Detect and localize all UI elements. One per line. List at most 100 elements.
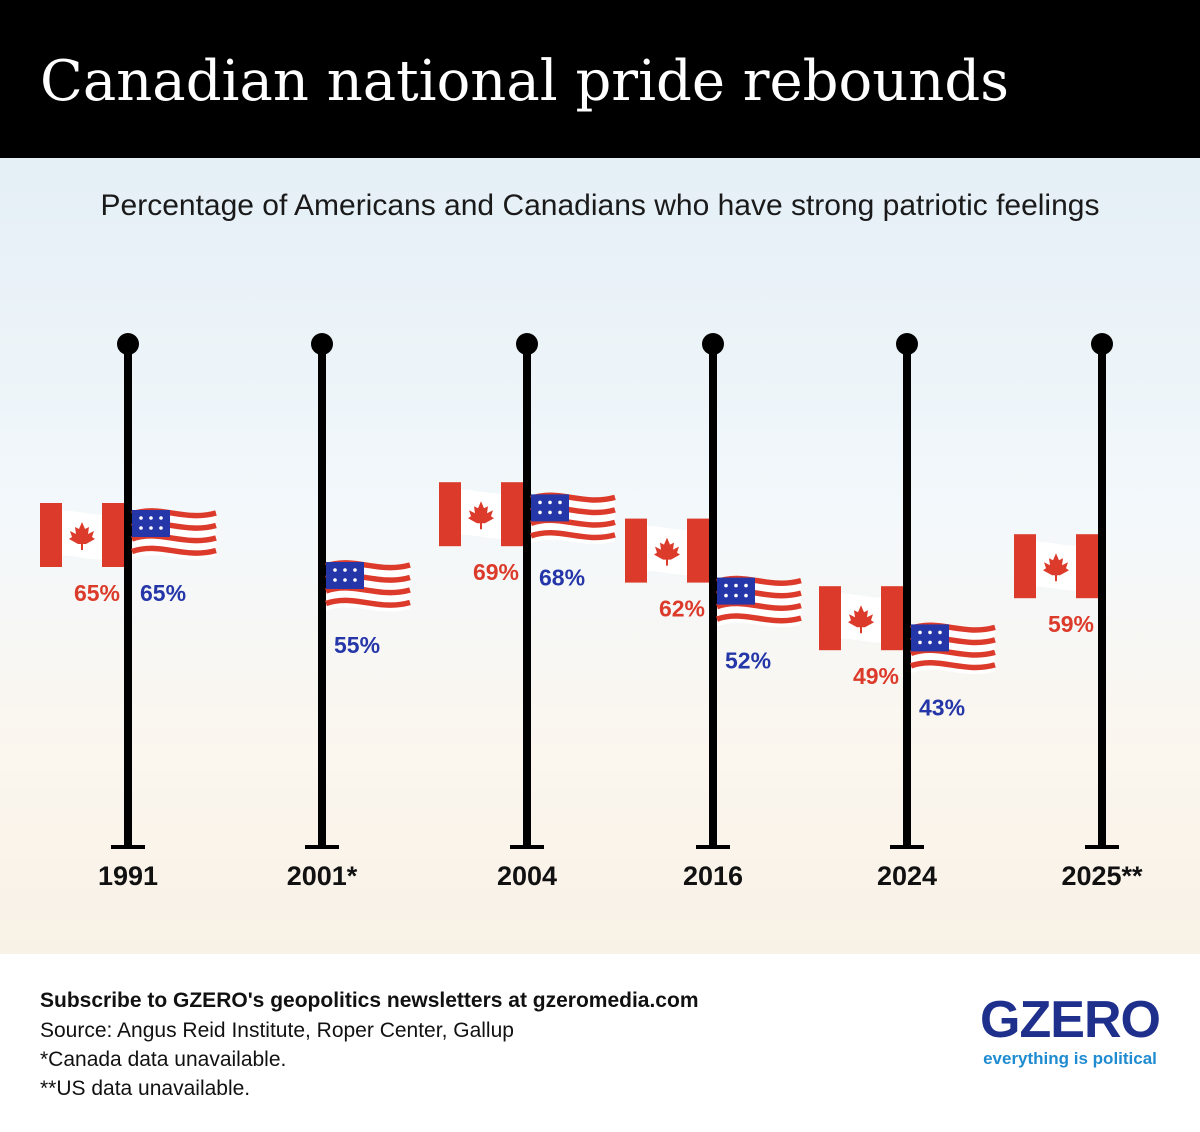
pole-shaft: [523, 345, 531, 845]
canada-flag-left-band: [1014, 534, 1036, 599]
us-flag-star: [333, 568, 337, 572]
pole-finial-icon: [516, 333, 538, 355]
us-footnote: **US data unavailable.: [40, 1077, 251, 1100]
canada-flag-icon: [819, 586, 903, 651]
us-flag-stripe: [716, 613, 802, 624]
logo-wordmark: GZERO: [980, 991, 1161, 1049]
canada-value-label: 69%: [473, 559, 519, 585]
pole-finial-icon: [896, 333, 918, 355]
maple-leaf-icon: [1043, 553, 1069, 582]
us-flag-star: [139, 526, 143, 530]
year-label: 2024: [877, 861, 937, 891]
canada-flag-left-band: [40, 503, 62, 567]
us-flag-star: [918, 640, 922, 645]
us-flag-star: [353, 578, 357, 582]
pole-finial-icon: [1091, 333, 1113, 355]
canada-flag-icon: [439, 482, 523, 547]
year-label: 2004: [497, 861, 557, 891]
us-flag-canton: [911, 624, 949, 652]
canada-flag-icon: [1014, 534, 1098, 599]
pole-shaft: [709, 345, 717, 845]
us-flag-star: [558, 510, 562, 515]
us-flag-star: [734, 593, 738, 598]
flagpole: 1991: [98, 333, 158, 891]
maple-leaf-icon: [654, 537, 680, 566]
us-flag-star: [558, 500, 562, 505]
canada-value-label: 59%: [1048, 611, 1094, 637]
us-flag-star: [149, 516, 153, 520]
flagpole: 2001*: [287, 333, 358, 891]
pole-base: [890, 845, 924, 849]
us-value-label: 68%: [539, 564, 585, 590]
canada-flag-right-band: [501, 482, 523, 547]
us-flag-stripe: [325, 597, 411, 608]
year-label: 2001*: [287, 861, 358, 891]
canada-flag-right-band: [102, 503, 124, 567]
year-label: 2016: [683, 861, 743, 891]
us-flag-star: [548, 510, 552, 515]
us-flag-star: [538, 510, 542, 515]
us-flag-canton: [717, 577, 755, 605]
us-flag-star: [918, 630, 922, 635]
us-flag-star: [159, 516, 163, 520]
pole-shaft: [1098, 345, 1106, 845]
canada-flag-icon: [625, 518, 709, 583]
maple-leaf-icon: [848, 605, 874, 634]
us-value-label: 65%: [140, 580, 186, 606]
canada-value-label: 49%: [853, 663, 899, 689]
year-label: 2025**: [1061, 861, 1143, 891]
us-flag-star: [938, 640, 942, 645]
us-flag-star: [353, 568, 357, 572]
pole-shaft: [903, 345, 911, 845]
us-flag-stripe: [131, 545, 217, 556]
flagpole: 2025**: [1061, 333, 1143, 891]
us-flag-icon: [325, 560, 411, 612]
us-flag-star: [724, 593, 728, 598]
us-flag-star: [938, 630, 942, 635]
pole-base: [510, 845, 544, 849]
us-flag-icon: [530, 492, 616, 545]
us-flag-canton: [326, 562, 364, 589]
canada-value-label: 62%: [659, 596, 705, 622]
canada-flag-right-band: [881, 586, 903, 651]
pole-finial-icon: [702, 333, 724, 355]
us-flag-stripe: [910, 660, 996, 671]
pole-finial-icon: [117, 333, 139, 355]
us-flag-star: [734, 583, 738, 588]
us-flag-canton: [132, 510, 170, 537]
us-flag-star: [149, 526, 153, 530]
us-flag-star: [724, 583, 728, 588]
pole-base: [696, 845, 730, 849]
flagpole: 2016: [683, 333, 743, 891]
us-flag-star: [159, 526, 163, 530]
page-title: Canadian national pride rebounds: [40, 49, 1009, 114]
pole-base: [111, 845, 145, 849]
us-value-label: 52%: [725, 648, 771, 674]
us-value-label: 55%: [334, 632, 380, 658]
pole-base: [1085, 845, 1119, 849]
us-flag-star: [538, 500, 542, 505]
canada-value-label: 65%: [74, 580, 120, 606]
us-flag-star: [928, 630, 932, 635]
flagpole: 2004: [497, 333, 557, 891]
flagpole-chart: 1991 2001* 2004 2016 2024 2025** 65% 65% 55% 69% 6…: [40, 333, 1143, 891]
subscribe-text: Subscribe to GZERO's geopolitics newslet…: [40, 989, 699, 1012]
canada-flag-left-band: [625, 518, 647, 583]
header-bar: Canadian national pride rebounds: [0, 0, 1200, 158]
pole-base: [305, 845, 339, 849]
canada-flag-icon: [40, 503, 124, 567]
chart-subtitle: Percentage of Americans and Canadians wh…: [100, 189, 1100, 222]
maple-leaf-icon: [69, 522, 95, 550]
source-note: Source: Angus Reid Institute, Roper Cent…: [40, 1019, 514, 1042]
us-flag-icon: [910, 622, 996, 675]
footer: Subscribe to GZERO's geopolitics newslet…: [40, 986, 800, 1103]
year-label: 1991: [98, 861, 158, 891]
us-flag-star: [744, 583, 748, 588]
maple-leaf-icon: [468, 501, 494, 530]
logo-tagline: everything is political: [983, 1049, 1157, 1068]
us-flag-star: [139, 516, 143, 520]
us-flag-icon: [131, 508, 217, 560]
pole-finial-icon: [311, 333, 333, 355]
us-flag-icon: [716, 575, 802, 628]
us-flag-star: [343, 568, 347, 572]
